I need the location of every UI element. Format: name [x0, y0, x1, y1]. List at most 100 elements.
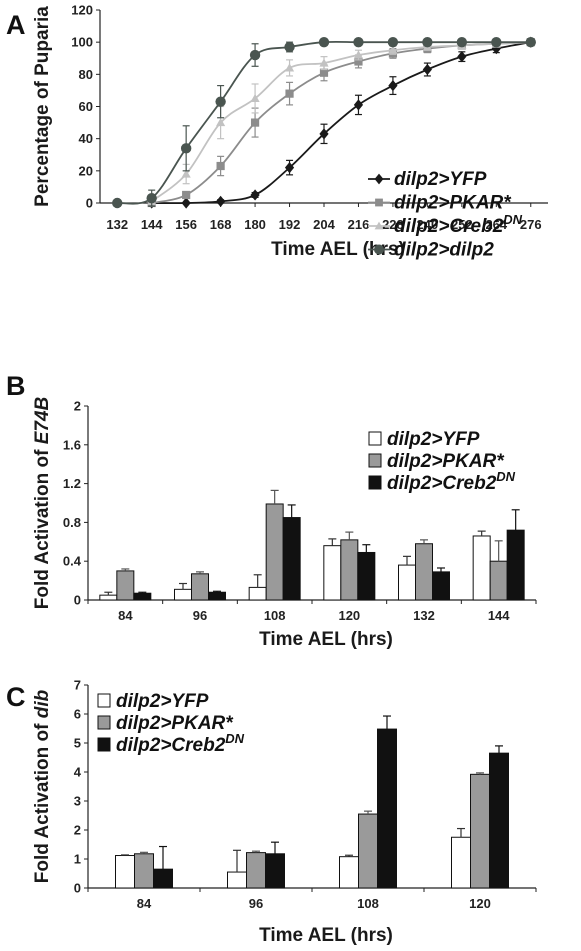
panel-c-letter: C: [6, 682, 26, 712]
legend-label-superscript: DN: [503, 212, 522, 227]
data-point: [422, 63, 432, 76]
y-tick-label: 6: [74, 707, 81, 722]
x-tick-label: 132: [413, 608, 435, 623]
legend-label: dilp2>YFP: [116, 691, 209, 712]
bar: [134, 853, 154, 889]
y-tick-label: 1: [74, 852, 81, 867]
data-point: [318, 36, 330, 48]
series-3: [112, 36, 536, 209]
x-tick-label: 144: [141, 217, 163, 232]
bar: [116, 570, 135, 601]
data-point: [112, 197, 123, 209]
x-tick-label: 108: [264, 608, 286, 623]
bar: [265, 503, 284, 601]
legend-label: dilp2>PKAR*: [394, 193, 512, 214]
bar: [340, 539, 359, 601]
x-tick-label: 84: [118, 608, 133, 623]
x-tick-label: 240: [417, 217, 439, 232]
legend-label: dilp2>YFP: [394, 169, 487, 190]
legend-swatch: [97, 737, 111, 752]
bar: [99, 594, 118, 601]
y-tick-label: 0: [74, 593, 81, 608]
bar: [506, 529, 525, 601]
y-axis-label-gene: E74B: [32, 396, 53, 444]
x-tick-label: 96: [249, 896, 263, 911]
x-tick-label: 156: [175, 217, 197, 232]
panel-b-letter: B: [6, 371, 26, 401]
x-tick-label: 84: [137, 896, 152, 911]
bar: [451, 836, 471, 889]
data-point: [353, 50, 364, 59]
legend-swatch: [368, 453, 382, 468]
data-point: [319, 68, 329, 77]
bar: [153, 868, 173, 889]
y-tick-label: 1.6: [63, 437, 81, 452]
y-tick-label: 1.2: [63, 476, 81, 491]
y-axis-label: Fold Activation of dib: [32, 689, 53, 883]
legend-label: dilp2>Creb2DN: [387, 469, 516, 494]
bar: [470, 773, 490, 889]
legend-label: dilp2>dilp2: [394, 240, 494, 261]
data-point: [525, 36, 536, 48]
bar: [415, 543, 433, 601]
data-point: [374, 221, 384, 230]
bar: [248, 586, 267, 601]
panel-c-chart: C 0 1 2 3 4 5 6 7 84 96 108 120 Fold Activation of di…: [6, 678, 537, 946]
y-tick-label: 3: [74, 794, 81, 809]
x-tick-label: 168: [210, 217, 232, 232]
bar: [246, 852, 266, 889]
y-tick-label: 2: [74, 399, 81, 414]
data-point: [181, 169, 191, 178]
data-point: [215, 96, 226, 107]
bar: [208, 591, 226, 601]
bar: [472, 535, 491, 601]
data-point: [374, 173, 384, 185]
bar: [282, 517, 301, 601]
bar: [357, 551, 376, 601]
y-tick-label: 2: [74, 823, 81, 838]
data-point: [216, 195, 226, 207]
legend-label-superscript: DN: [496, 469, 515, 484]
data-point: [388, 79, 398, 92]
data-point: [353, 99, 364, 111]
data-point: [250, 93, 260, 103]
data-point: [182, 190, 191, 200]
data-point: [457, 51, 467, 63]
y-axis-label-gene: dib: [32, 689, 53, 718]
bar: [432, 571, 450, 601]
x-axis-label: Time AEL (hrs): [259, 925, 393, 946]
data-point: [250, 118, 260, 127]
bar: [191, 573, 209, 601]
panel-a-letter: A: [6, 10, 26, 40]
bar: [265, 853, 285, 889]
bar: [115, 855, 135, 889]
x-axis-label: Time AEL (hrs): [259, 629, 393, 650]
y-tick-label: 20: [79, 163, 93, 178]
data-point: [284, 162, 295, 174]
data-point: [374, 244, 384, 255]
y-axis-label: Fold Activation of E74B: [32, 396, 53, 609]
y-tick-label: 40: [79, 131, 93, 146]
legend-label: dilp2>Creb2DN: [116, 731, 245, 756]
data-point: [146, 192, 157, 204]
data-point: [456, 36, 468, 48]
x-tick-label: 204: [313, 217, 335, 232]
legend-label: dilp2>PKAR*: [387, 451, 505, 472]
data-point: [422, 36, 433, 48]
bar: [323, 545, 342, 601]
x-tick-label: 132: [106, 217, 128, 232]
data-point: [180, 143, 192, 154]
bar: [358, 813, 378, 889]
x-tick-label: 252: [451, 217, 473, 232]
bar: [133, 592, 152, 601]
data-point: [284, 41, 295, 53]
y-tick-label: 0: [86, 196, 93, 211]
bar: [398, 564, 416, 601]
x-tick-label: 276: [520, 217, 542, 232]
data-point: [249, 49, 261, 61]
data-point: [216, 161, 225, 171]
data-point: [181, 197, 191, 209]
data-point: [285, 89, 294, 98]
y-tick-label: 0: [74, 881, 81, 896]
